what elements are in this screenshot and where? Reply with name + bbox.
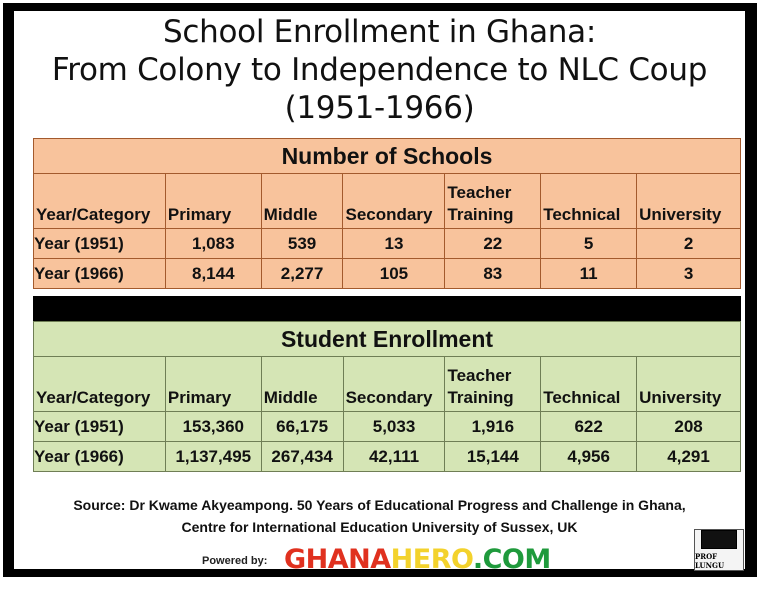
schools-heading: Number of Schools: [33, 138, 741, 174]
col-header: University: [636, 173, 741, 229]
col-header: Technical: [540, 356, 638, 412]
table-cell: 2,277: [260, 258, 344, 289]
table-cell: 267,434: [260, 441, 344, 472]
brand-part-3: .COM: [472, 544, 551, 575]
prof-lungu-logo: PROF LUNGU: [694, 529, 744, 571]
col-header: Technical: [540, 173, 638, 229]
table-cell: 1,916: [444, 411, 542, 442]
table-cell: 539: [260, 228, 344, 259]
table-cell: 22: [444, 228, 542, 259]
title-line-3: (1951-1966): [284, 90, 475, 126]
schools-table: Number of Schools Year/Category Primary …: [33, 138, 741, 289]
table-cell: 153,360: [164, 411, 262, 442]
col-header: Teacher Training: [444, 173, 542, 229]
row-label: Year (1951): [33, 411, 166, 442]
col-header: Middle: [260, 173, 344, 229]
table-row: Year (1966) 8,144 2,277 105 83 11 3: [33, 258, 741, 289]
col-header: Year/Category: [33, 356, 166, 412]
slide-frame: School Enrollment in Ghana: From Colony …: [3, 3, 757, 577]
table-cell: 105: [342, 258, 446, 289]
table-cell: 622: [540, 411, 638, 442]
col-header: Secondary: [342, 356, 446, 412]
row-label: Year (1966): [33, 258, 166, 289]
title-line-1: School Enrollment in Ghana:: [163, 14, 596, 50]
table-cell: 66,175: [260, 411, 344, 442]
source-line-2: Centre for International Education Unive…: [181, 519, 578, 535]
table-cell: 8,144: [164, 258, 262, 289]
col-header: Secondary: [342, 173, 446, 229]
table-cell: 13: [342, 228, 446, 259]
source-line-1: Source: Dr Kwame Akyeampong. 50 Years of…: [73, 497, 686, 513]
title-line-2: From Colony to Independence to NLC Coup: [51, 52, 708, 88]
col-header: Teacher Training: [444, 356, 542, 412]
table-cell: 1,137,495: [164, 441, 262, 472]
source-citation: Source: Dr Kwame Akyeampong. 50 Years of…: [14, 494, 745, 538]
separator-bar: [33, 296, 741, 324]
table-cell: 5,033: [342, 411, 446, 442]
table-cell: 4,956: [540, 441, 638, 472]
row-label: Year (1951): [33, 228, 166, 259]
brand-part-2: HERO: [390, 544, 474, 575]
students-heading: Student Enrollment: [33, 321, 741, 357]
table-row: Year (1966) 1,137,495 267,434 42,111 15,…: [33, 441, 741, 472]
table-cell: 1,083: [164, 228, 262, 259]
table-cell: 15,144: [444, 441, 542, 472]
brand-part-1: GHANA: [284, 544, 391, 575]
logo-mark-icon: [701, 530, 737, 549]
table-cell: 42,111: [342, 441, 446, 472]
powered-by-label: Powered by:: [202, 555, 268, 567]
row-label: Year (1966): [33, 441, 166, 472]
slide-title: School Enrollment in Ghana: From Colony …: [14, 13, 745, 127]
col-header: Middle: [260, 356, 344, 412]
table-cell: 5: [540, 228, 638, 259]
table-row: Year (1951) 153,360 66,175 5,033 1,916 6…: [33, 411, 741, 442]
brand-logo: GHANAHERO.COM: [284, 545, 551, 575]
students-table: Student Enrollment Year/Category Primary…: [33, 321, 741, 472]
slide-canvas: School Enrollment in Ghana: From Colony …: [14, 11, 745, 575]
table-cell: 83: [444, 258, 542, 289]
col-header: Primary: [164, 173, 262, 229]
logo-text: PROF LUNGU: [695, 552, 725, 570]
table-row: Year (1951) 1,083 539 13 22 5 2: [33, 228, 741, 259]
col-header: University: [636, 356, 741, 412]
table-cell: 208: [636, 411, 741, 442]
col-header: Primary: [164, 356, 262, 412]
table-cell: 3: [636, 258, 741, 289]
table-cell: 4,291: [636, 441, 741, 472]
table-cell: 2: [636, 228, 741, 259]
col-header: Year/Category: [33, 173, 166, 229]
table-cell: 11: [540, 258, 638, 289]
